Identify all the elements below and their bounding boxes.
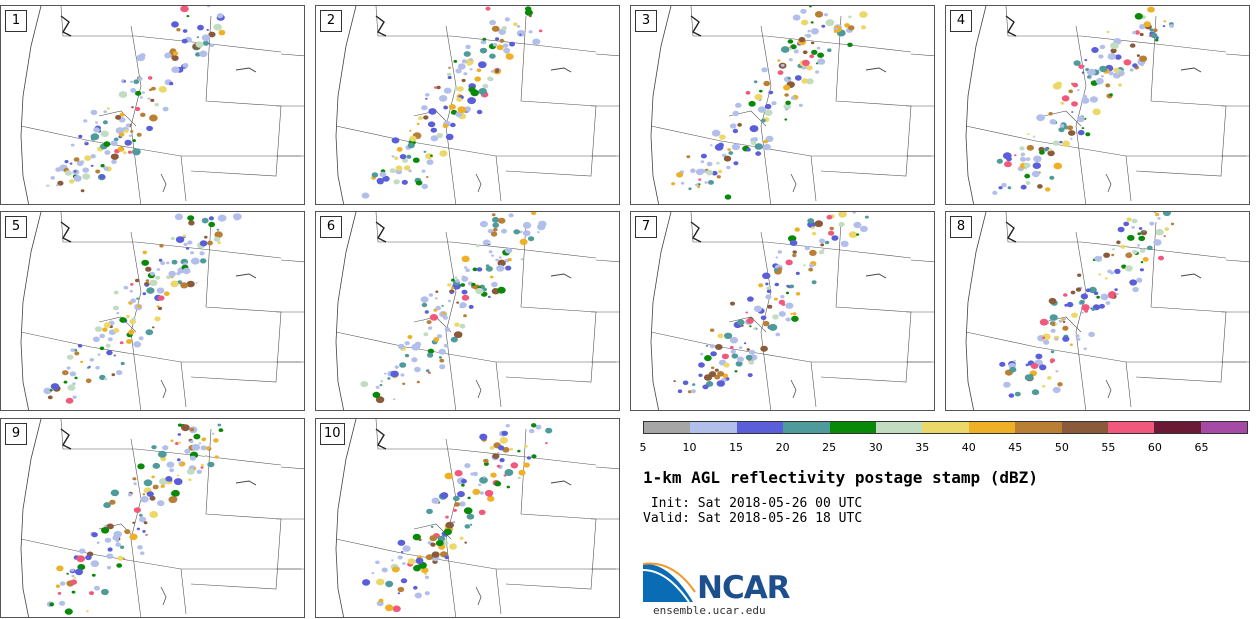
valid-time: Valid: Sat 2018-05-26 18 UTC xyxy=(643,511,863,526)
terrain-map xyxy=(335,419,619,617)
member-number: 10 xyxy=(320,423,345,445)
colorbar-segment xyxy=(690,422,737,433)
member-number: 8 xyxy=(950,216,972,238)
member-panel: 7 xyxy=(630,211,935,411)
colorbar-tick-label: 60 xyxy=(1147,441,1162,454)
member-number: 9 xyxy=(5,423,27,445)
member-panel: 2 xyxy=(315,5,620,205)
colorbar-tick-label: 45 xyxy=(1008,441,1023,454)
terrain-map xyxy=(650,6,934,204)
colorbar-segment xyxy=(1061,422,1108,433)
terrain-map xyxy=(965,6,1249,204)
colorbar-tick-label: 65 xyxy=(1194,441,1209,454)
member-panel: 3 xyxy=(630,5,935,205)
member-number: 2 xyxy=(320,10,342,32)
colorbar-tick-label: 40 xyxy=(961,441,976,454)
terrain-map xyxy=(20,212,304,410)
colorbar-segment xyxy=(829,422,876,433)
colorbar-segment xyxy=(736,422,784,433)
terrain-map xyxy=(20,419,304,617)
colorbar-segment xyxy=(783,422,830,433)
member-panel: 10 xyxy=(315,418,620,618)
colorbar-tick-label: 55 xyxy=(1101,441,1116,454)
colorbar-segment xyxy=(1200,422,1248,433)
colorbar-tick-label: 15 xyxy=(729,441,744,454)
site-url: ensemble.ucar.edu xyxy=(653,604,766,617)
init-time: Init: Sat 2018-05-26 00 UTC xyxy=(643,496,863,511)
member-number: 5 xyxy=(5,216,27,238)
terrain-map xyxy=(335,6,619,204)
colorbar-tick-label: 35 xyxy=(915,441,930,454)
member-number: 7 xyxy=(635,216,657,238)
ncar-logo-text: NCAR xyxy=(697,570,791,606)
colorbar-segment xyxy=(1107,422,1155,433)
colorbar-segment xyxy=(922,422,969,433)
ncar-logo-icon xyxy=(643,562,696,603)
colorbar-tick-label: 30 xyxy=(868,441,883,454)
terrain-map xyxy=(20,6,304,204)
colorbar-tick-label: 25 xyxy=(822,441,837,454)
member-panel: 9 xyxy=(0,418,305,618)
colorbar-segment xyxy=(968,422,1016,433)
terrain-map xyxy=(965,212,1249,410)
figure-title: 1-km AGL reflectivity postage stamp (dBZ… xyxy=(643,468,1038,487)
member-number: 6 xyxy=(320,216,342,238)
colorbar-tick-label: 5 xyxy=(639,441,647,454)
member-panel: 5 xyxy=(0,211,305,411)
colorbar-tick-label: 20 xyxy=(775,441,790,454)
colorbar-segment xyxy=(875,422,923,433)
reflectivity-colorbar xyxy=(643,421,1248,434)
member-number: 3 xyxy=(635,10,657,32)
colorbar-tick-label: 10 xyxy=(682,441,697,454)
colorbar-segment xyxy=(1154,422,1201,433)
terrain-map xyxy=(650,212,934,410)
member-panel: 6 xyxy=(315,211,620,411)
member-panel: 8 xyxy=(945,211,1250,411)
member-panel: 1 xyxy=(0,5,305,205)
colorbar-segment xyxy=(644,422,691,433)
colorbar-tick-label: 50 xyxy=(1054,441,1069,454)
member-number: 1 xyxy=(5,10,27,32)
member-number: 4 xyxy=(950,10,972,32)
colorbar-segment xyxy=(1015,422,1062,433)
terrain-map xyxy=(335,212,619,410)
member-panel: 4 xyxy=(945,5,1250,205)
